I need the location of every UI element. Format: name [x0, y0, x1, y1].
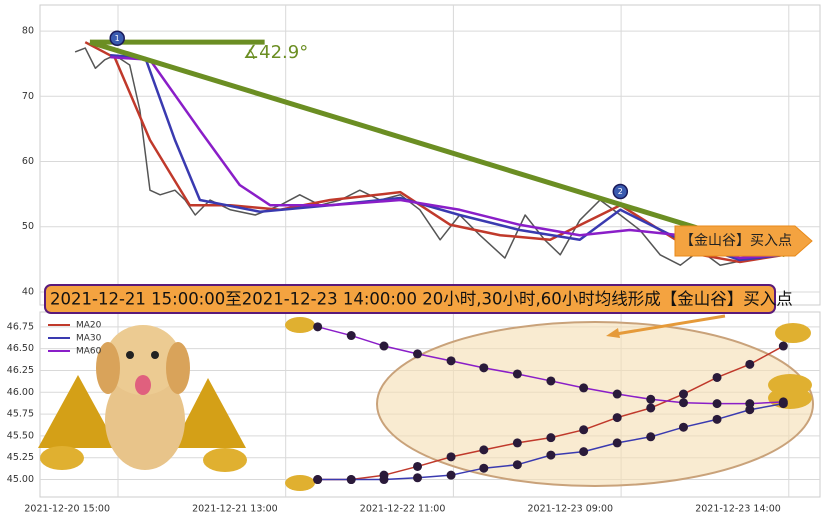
point: [745, 359, 755, 369]
point: [346, 475, 356, 485]
arrow-head: [606, 328, 620, 338]
x-tick-label: 2021-12-23 09:00: [527, 504, 613, 515]
x-tick-label: 2021-12-21 13:00: [192, 504, 278, 515]
point: [712, 399, 722, 409]
point: [546, 450, 556, 460]
top-plot-area: [39, 4, 821, 306]
legend-label: MA20: [76, 321, 102, 331]
point: [778, 397, 788, 407]
point: [778, 341, 788, 351]
y-tick-label: 50: [22, 221, 34, 232]
arrow: [609, 314, 726, 337]
point: [646, 403, 656, 413]
point: [379, 475, 389, 485]
point: [546, 376, 556, 386]
point: [413, 349, 423, 359]
point: [612, 438, 622, 448]
point: [346, 331, 356, 341]
point: [712, 414, 722, 424]
y-tick-label: 45.00: [7, 474, 34, 485]
point: [413, 461, 423, 471]
point: [712, 372, 722, 382]
y-tick-label: 70: [22, 91, 34, 102]
point: [446, 356, 456, 366]
point: [446, 452, 456, 462]
point: [579, 425, 589, 435]
legend-label: MA30: [76, 334, 102, 344]
banner: 2021-12-21 15:00:00至2021-12-23 14:00:00 …: [50, 290, 793, 309]
y-tick-label: 46.25: [7, 365, 34, 376]
point: [413, 473, 423, 483]
point: [646, 394, 656, 404]
buy-label: 【金山谷】买入点: [680, 233, 792, 249]
point: [679, 398, 688, 408]
buy-label-box: [674, 225, 813, 257]
angle-label: ∡42.9°: [243, 42, 308, 63]
point: [379, 341, 389, 351]
y-tick-label: 45.25: [7, 452, 34, 463]
point: [512, 369, 522, 379]
x-tick-label: 2021-12-23 14:00: [695, 504, 781, 515]
y-tick-label: 46.00: [7, 387, 34, 398]
y-tick-label: 40: [22, 286, 34, 297]
point: [546, 433, 556, 443]
point: [679, 422, 688, 432]
point: [479, 445, 489, 455]
y-tick-label: 45.75: [7, 409, 34, 420]
point: [612, 389, 622, 399]
point: [679, 389, 688, 399]
point: [479, 463, 489, 473]
point: [313, 322, 323, 332]
x-tick-label: 2021-12-20 15:00: [24, 504, 110, 515]
highlight-ellipse: [376, 321, 814, 487]
gold-ingots: [285, 317, 812, 491]
y-tick-label: 46.50: [7, 343, 34, 354]
point: [512, 460, 522, 470]
marker-label: 1: [115, 34, 120, 43]
marker: [612, 183, 629, 200]
point: [313, 475, 323, 485]
banner-box: [44, 284, 776, 314]
y-tick-label: 46.75: [7, 321, 34, 332]
point: [612, 413, 622, 423]
point: [646, 432, 656, 442]
y-tick-label: 60: [22, 156, 34, 167]
series-line: [110, 55, 785, 260]
point: [512, 438, 522, 448]
marker-label: 2: [618, 187, 623, 196]
legend-label: MA60: [76, 347, 102, 357]
point: [579, 447, 589, 457]
marker: [109, 30, 125, 47]
y-tick-label: 80: [22, 26, 34, 37]
point: [745, 399, 755, 409]
y-tick-label: 45.50: [7, 430, 34, 441]
point: [446, 470, 456, 480]
dog-illustration: [38, 325, 247, 472]
point: [479, 363, 489, 373]
x-tick-label: 2021-12-22 11:00: [360, 504, 446, 515]
point: [579, 383, 589, 393]
series-line: [89, 39, 786, 258]
